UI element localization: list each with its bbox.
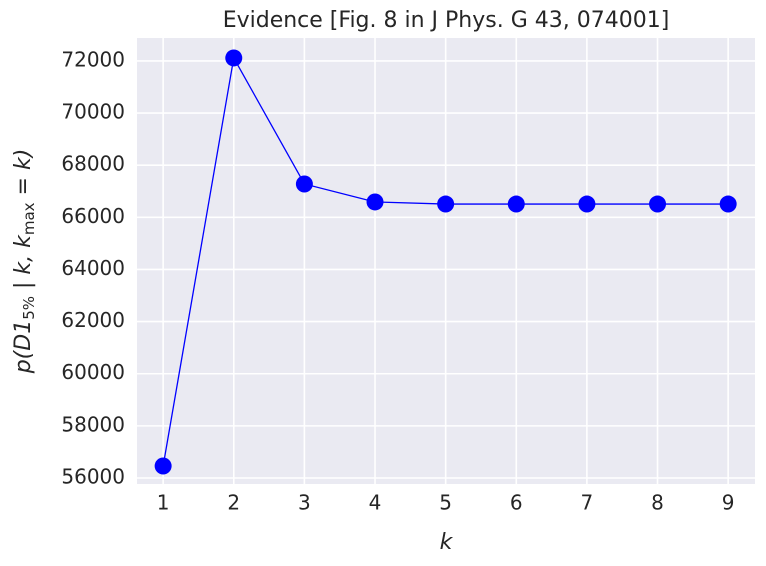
marker [649, 195, 667, 213]
marker [154, 457, 172, 475]
x-tick-label: 5 [439, 491, 452, 515]
x-tick-label: 6 [510, 491, 523, 515]
y-tick-label: 70000 [61, 100, 125, 124]
marker [366, 193, 384, 211]
x-axis-label: k [440, 530, 454, 555]
y-tick-label: 68000 [61, 152, 125, 176]
y-label-sub: 5% [20, 296, 38, 320]
y-label-part: = k) [11, 149, 36, 203]
chart-title: Evidence [Fig. 8 in J Phys. G 43, 074001… [223, 8, 670, 33]
marker [437, 195, 455, 213]
y-axis-label: p(D15% | k, kmax = k) [11, 149, 38, 375]
y-label-part: | k, k [11, 234, 36, 296]
y-tick-label: 56000 [61, 465, 125, 489]
x-tick-label: 7 [581, 491, 594, 515]
y-label-part: p(D1 [11, 320, 36, 375]
y-tick-label: 62000 [61, 308, 125, 332]
x-tick-label: 4 [369, 491, 382, 515]
marker [225, 49, 243, 67]
x-tick-label: 2 [227, 491, 240, 515]
marker [507, 195, 525, 213]
x-tick-label: 8 [651, 491, 664, 515]
x-tick-label: 9 [722, 491, 735, 515]
marker [719, 195, 737, 213]
x-tick-label: 1 [157, 491, 170, 515]
y-tick-label: 64000 [61, 256, 125, 280]
marker [578, 195, 596, 213]
y-tick-label: 66000 [61, 204, 125, 228]
marker [295, 175, 313, 193]
y-tick-label: 58000 [61, 412, 125, 436]
y-tick-label: 72000 [61, 47, 125, 71]
y-tick-label: 60000 [61, 360, 125, 384]
y-label-sub: max [20, 202, 38, 235]
x-tick-label: 3 [298, 491, 311, 515]
